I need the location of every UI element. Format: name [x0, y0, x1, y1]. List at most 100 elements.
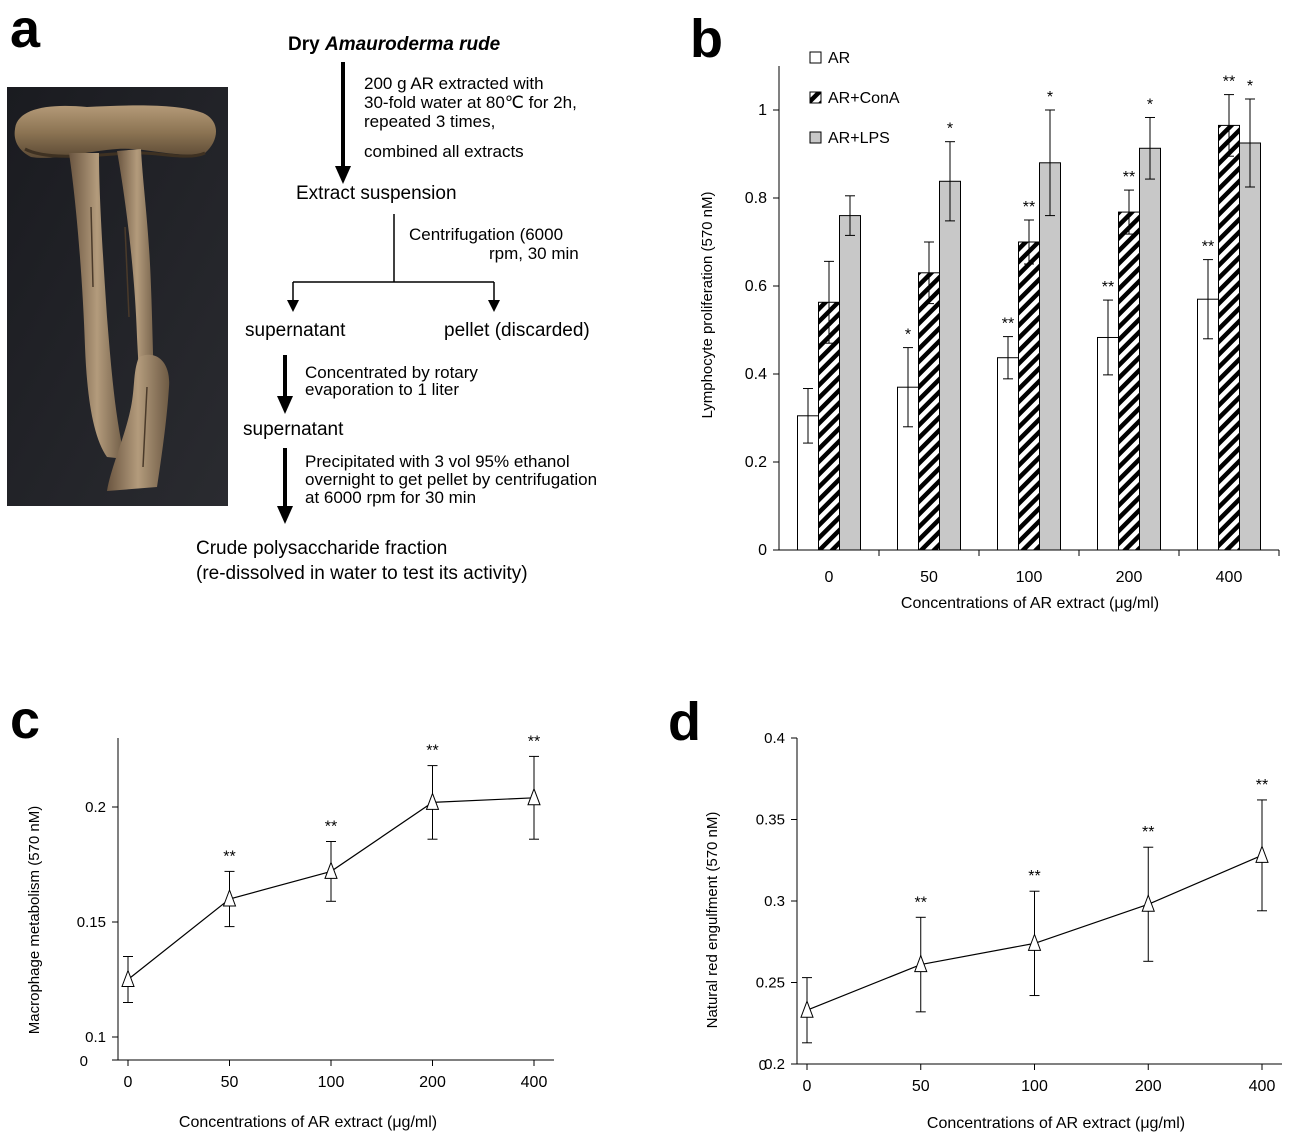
chart-c-ytick-label: 0.2 — [85, 799, 106, 816]
chart-d-xtick-label: 100 — [1021, 1078, 1048, 1095]
chart-c-significance: ** — [426, 743, 438, 760]
chart-b-ylabel: Lymphocyte proliferation (570 nM) — [699, 191, 716, 418]
chart-c-significance: ** — [528, 733, 540, 750]
chart-d-xtick-label: 200 — [1135, 1078, 1162, 1095]
flow-step4-line1: Precipitated with 3 vol 95% ethanol — [305, 452, 570, 471]
chart-b-bar — [1118, 211, 1140, 551]
chart-b-xtick-label: 200 — [1116, 569, 1143, 586]
chart-b-legend-label: AR+ConA — [828, 90, 900, 107]
panel-label-d: d — [668, 692, 701, 752]
chart-d-ytick-label-zero: 0 — [759, 1057, 767, 1074]
chart-c-point — [425, 791, 440, 810]
chart-b-legend-swatch — [809, 131, 822, 144]
chart-b-bar — [1239, 142, 1261, 551]
chart-b-significance: * — [905, 327, 911, 344]
chart-b-ytick-label: 1 — [758, 102, 767, 119]
chart-d-ylabel: Natural red engulfment (570 nM) — [704, 812, 721, 1029]
chart-c-point — [324, 860, 338, 879]
panel-label-a: a — [10, 0, 41, 59]
flow-step2-line1: Centrifugation (6000 — [409, 225, 564, 244]
chart-b-significance: ** — [1023, 199, 1035, 216]
chart-b-ytick-label: 0.2 — [745, 454, 767, 471]
chart-d-point — [1255, 844, 1269, 863]
chart-b-bar — [1139, 147, 1161, 551]
chart-b-legend-label: AR+LPS — [828, 130, 890, 147]
chart-c-xtick-label: 100 — [318, 1074, 345, 1091]
chart-c-significance: ** — [223, 848, 235, 865]
chart-d-point — [800, 999, 814, 1018]
chart-c-ytick-label: 0.15 — [77, 914, 106, 931]
flow-step1-line1: 200 g AR extracted with — [364, 74, 544, 93]
chart-b-xlabel: Concentrations of AR extract (μg/ml) — [901, 595, 1159, 612]
chart-b-significance: ** — [1102, 279, 1114, 296]
flow-step1-line4: combined all extracts — [364, 142, 524, 161]
chart-b-significance: * — [1047, 89, 1053, 106]
chart-d-significance: ** — [1256, 777, 1268, 794]
chart-b-significance: ** — [1223, 74, 1235, 91]
chart-b-ytick-label: 0.8 — [745, 190, 767, 207]
flowchart-arrows — [277, 62, 500, 524]
chart-b-xtick-label: 0 — [825, 569, 834, 586]
chart-c-point — [222, 888, 237, 907]
chart-b-bar — [839, 215, 861, 551]
flowchart-title: Dry Amauroderma rude — [288, 35, 500, 54]
flow-step4-line2: overnight to get pellet by centrifugatio… — [305, 470, 598, 489]
chart-c-macrophage: 0 0.1 0.15 0.2 0 50 100 200 400 ** ** ** ** Macropha… — [26, 733, 554, 1131]
chart-d-point — [1141, 893, 1155, 912]
chart-d-significance: ** — [915, 894, 927, 911]
flow-step2-line2: rpm, 30 min — [489, 244, 579, 263]
flow-final-line1: Crude polysaccharide fraction — [196, 538, 448, 559]
flowchart-title-prefix: Dry — [288, 34, 320, 55]
chart-b-bar — [1039, 162, 1061, 551]
chart-d-point — [1027, 932, 1042, 951]
chart-b-significance: ** — [1202, 239, 1214, 256]
chart-b-bar — [1018, 241, 1040, 551]
chart-d-xtick-label: 0 — [803, 1078, 812, 1095]
chart-d-ytick-label: 0.4 — [764, 730, 785, 747]
chart-b-ytick-label: 0 — [758, 542, 767, 559]
flowchart-title-species: Amauroderma rude — [324, 34, 501, 55]
chart-d-natural-red: 00.20.250.30.350.40 50 100 200 400******** N… — [704, 730, 1282, 1132]
chart-c-point — [121, 969, 135, 987]
chart-c-xtick-label: 0 — [124, 1074, 133, 1091]
chart-b-ytick-label: 0.4 — [745, 366, 767, 383]
chart-b-xtick-label: 100 — [1016, 569, 1043, 586]
flow-branch-pellet: pellet (discarded) — [444, 320, 590, 341]
chart-b-significance: * — [1247, 78, 1253, 95]
chart-b-legend-label: AR — [828, 50, 850, 67]
panel-label-c: c — [10, 690, 41, 750]
chart-c-significance: ** — [325, 819, 337, 836]
chart-b-lymphocyte: 00.20.40.60.810 50**100*****200*****400**… — [699, 50, 1280, 612]
flow-node-extract: Extract suspension — [296, 183, 457, 204]
chart-b-bar — [997, 357, 1019, 551]
mushroom-photo — [7, 87, 228, 506]
chart-b-legend-swatch — [809, 51, 822, 64]
chart-b-bar — [1218, 124, 1240, 551]
panel-label-b: b — [690, 9, 723, 69]
chart-b-xtick-label: 400 — [1216, 569, 1243, 586]
chart-d-significance: ** — [1028, 868, 1040, 885]
chart-c-ytick-label: 0.1 — [85, 1029, 106, 1046]
flow-branch-supernatant: supernatant — [245, 320, 346, 341]
chart-c-ylabel: Macrophage metabolism (570 nM) — [26, 806, 43, 1034]
chart-b-significance: * — [947, 121, 953, 138]
chart-c-ytick-label-zero: 0 — [80, 1053, 88, 1070]
chart-d-ytick-label: 0.3 — [764, 893, 785, 910]
chart-d-point — [914, 954, 928, 973]
chart-b-bar — [918, 272, 940, 551]
chart-b-significance: * — [1147, 96, 1153, 113]
flow-step3-line1: Concentrated by rotary — [305, 363, 478, 382]
flow-step1-line2: 30-fold water at 80℃ for 2h, — [364, 93, 577, 112]
flow-step3-line2: evaporation to 1 liter — [305, 380, 460, 399]
chart-b-ytick-label: 0.6 — [745, 278, 767, 295]
chart-c-xtick-label: 400 — [521, 1074, 548, 1091]
chart-b-bar — [939, 180, 961, 551]
chart-d-xtick-label: 400 — [1249, 1078, 1276, 1095]
chart-d-ytick-label: 0.2 — [764, 1056, 785, 1073]
chart-b-xtick-label: 50 — [920, 569, 938, 586]
chart-b-legend-swatch — [809, 91, 822, 104]
chart-c-point — [527, 787, 541, 806]
chart-d-ytick-label: 0.35 — [756, 812, 785, 829]
chart-c-xtick-label: 50 — [221, 1074, 239, 1091]
chart-c-xlabel: Concentrations of AR extract (μg/ml) — [179, 1114, 437, 1131]
